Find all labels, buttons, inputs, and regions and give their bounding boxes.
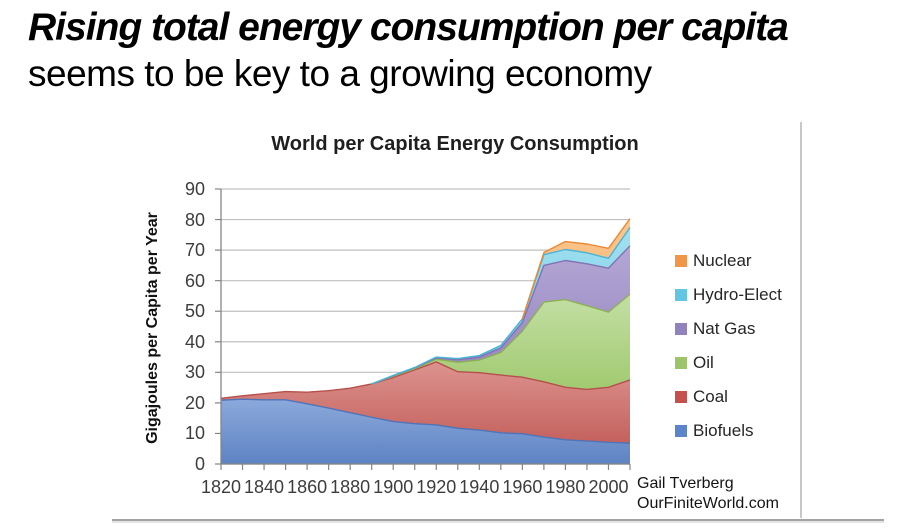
legend-swatch-icon xyxy=(675,357,687,369)
x-tick-label: 1860 xyxy=(287,477,328,497)
area-biofuels xyxy=(221,399,630,464)
legend-swatch-icon xyxy=(675,255,687,267)
legend-swatch-icon xyxy=(675,425,687,437)
legend-item-biofuels: Biofuels xyxy=(675,414,782,448)
heading-line2: seems to be key to a growing economy xyxy=(28,53,652,94)
y-tick-label: 10 xyxy=(184,423,205,444)
y-tick-label: 0 xyxy=(194,454,205,474)
legend-item-nuclear: Nuclear xyxy=(675,244,782,278)
slide-heading: Rising total energy consumption per capi… xyxy=(28,4,789,97)
y-tick-label: 70 xyxy=(184,240,205,261)
legend-swatch-icon xyxy=(675,391,687,403)
y-tick-label: 90 xyxy=(184,179,205,199)
legend-item-coal: Coal xyxy=(675,380,782,414)
legend-swatch-icon xyxy=(675,289,687,301)
legend-swatch-icon xyxy=(675,323,687,335)
legend-label: Nuclear xyxy=(693,251,752,270)
x-tick-label: 1880 xyxy=(330,477,371,497)
edge-nuclear xyxy=(521,218,631,320)
x-tick-label: 1920 xyxy=(416,477,457,497)
x-tick-label: 1900 xyxy=(373,477,414,497)
y-tick-label: 50 xyxy=(184,301,205,322)
area-oil xyxy=(221,294,630,399)
legend-label: Coal xyxy=(693,387,728,406)
horizontal-divider xyxy=(112,519,884,523)
area-coal xyxy=(221,361,630,444)
legend-label: Oil xyxy=(693,353,714,372)
vertical-divider xyxy=(800,122,802,518)
attribution-site: OurFiniteWorld.com xyxy=(637,495,779,512)
legend-label: Biofuels xyxy=(693,421,754,440)
y-tick-label: 30 xyxy=(184,362,205,383)
x-tick-label: 2000 xyxy=(588,477,629,497)
y-tick-label: 80 xyxy=(184,209,205,230)
y-tick-label: 20 xyxy=(184,392,205,413)
edge-coal xyxy=(220,361,631,400)
legend-label: Nat Gas xyxy=(693,319,756,338)
x-tick-label: 1820 xyxy=(200,477,242,497)
attribution: Gail Tverberg OurFiniteWorld.com xyxy=(637,474,779,514)
heading-line1: Rising total energy consumption per capi… xyxy=(28,6,789,49)
chart-title: World per Capita Energy Consumption xyxy=(271,133,639,155)
y-tick-label: 60 xyxy=(184,270,205,291)
edge-oil xyxy=(371,293,631,385)
x-tick-label: 1840 xyxy=(244,477,285,497)
legend-label: Hydro-Elect xyxy=(693,285,782,304)
legend-item-oil: Oil xyxy=(675,346,782,380)
legend-item-hydro-elect: Hydro-Elect xyxy=(675,278,782,312)
x-tick-label: 1940 xyxy=(459,477,500,497)
edge-hydro-elect xyxy=(371,227,631,385)
y-tick-label: 40 xyxy=(184,331,205,352)
x-tick-label: 1980 xyxy=(545,477,586,497)
legend-item-nat-gas: Nat Gas xyxy=(675,312,782,346)
energy-consumption-chart xyxy=(215,188,631,470)
chart-legend: Nuclear Hydro-Elect Nat Gas Oil Coal Biofuels xyxy=(675,244,782,448)
x-tick-label: 1960 xyxy=(502,477,543,497)
attribution-author: Gail Tverberg xyxy=(637,475,734,492)
edge-biofuels xyxy=(220,398,631,444)
